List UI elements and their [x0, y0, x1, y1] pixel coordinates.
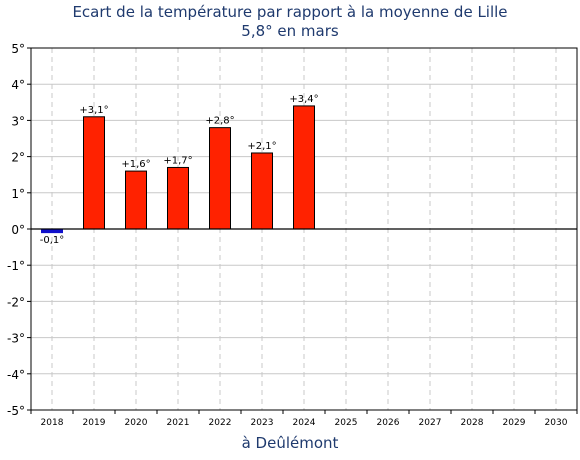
data-label: +3,4°: [289, 94, 318, 105]
chart-title: Ecart de la température par rapport à la…: [72, 3, 508, 21]
x-tick-label: 2024: [293, 418, 316, 428]
data-label: -0,1°: [40, 235, 65, 246]
x-tick-label: 2027: [419, 418, 442, 428]
y-tick-label: -2°: [7, 295, 25, 309]
bar: [83, 116, 105, 230]
x-tick-label: 2018: [41, 418, 64, 428]
y-tick-label: -5°: [7, 404, 25, 418]
bar: [251, 152, 273, 230]
y-tick-label: -1°: [7, 259, 25, 273]
x-axis-label: à Deûlémont: [241, 434, 339, 452]
x-tick-label: 2030: [545, 418, 568, 428]
x-tick-label: 2021: [167, 418, 190, 428]
y-tick-label: 3°: [11, 114, 25, 128]
x-tick-label: 2028: [461, 418, 484, 428]
x-tick-label: 2029: [503, 418, 526, 428]
x-tick-label: 2020: [125, 418, 148, 428]
y-tick-label: 2°: [11, 151, 25, 165]
y-tick-label: 1°: [11, 187, 25, 201]
x-tick-label: 2025: [335, 418, 358, 428]
bar: [167, 166, 189, 230]
data-label: +1,6°: [121, 159, 150, 170]
bar: [293, 105, 315, 230]
chart-subtitle: 5,8° en mars: [241, 22, 339, 40]
bar: [209, 127, 231, 230]
y-tick-label: 5°: [11, 42, 25, 56]
data-label: +2,1°: [247, 141, 276, 152]
bar: [125, 170, 147, 230]
data-label: +1,7°: [163, 155, 192, 166]
y-tick-label: -3°: [7, 332, 25, 346]
y-tick-label: 4°: [11, 78, 25, 92]
x-tick-label: 2026: [377, 418, 400, 428]
data-label: +2,8°: [205, 116, 234, 127]
data-label: +3,1°: [79, 105, 108, 116]
x-tick-label: 2023: [251, 418, 274, 428]
y-tick-label: -4°: [7, 368, 25, 382]
x-tick-label: 2019: [83, 418, 106, 428]
y-tick-label: 0°: [11, 223, 25, 237]
x-tick-label: 2022: [209, 418, 232, 428]
